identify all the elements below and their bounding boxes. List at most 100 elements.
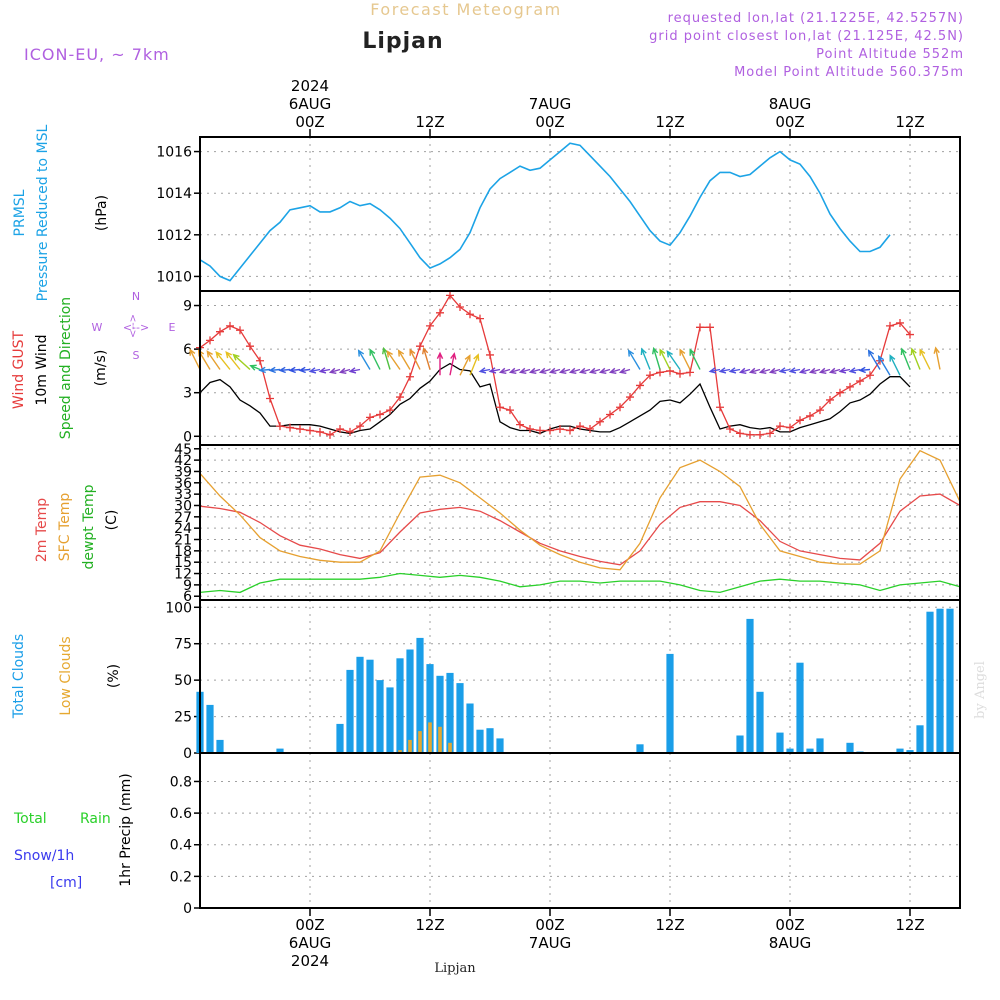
cloud-labels: Total Clouds Low Clouds (%) [11, 634, 122, 719]
y-tick-label: 9 [183, 578, 192, 594]
gust-marker [516, 420, 524, 429]
total-cloud-bar [636, 744, 644, 753]
wind-arrow [640, 347, 651, 370]
total-cloud-bar [406, 649, 414, 753]
gust-marker [456, 302, 464, 311]
temp-2m-label: 2m Temp [34, 498, 50, 562]
y-tick-label: 33 [174, 487, 192, 503]
top-tick-label: 00Z [535, 113, 564, 131]
model-label: ICON-EU, ~ 7km [24, 45, 170, 64]
wind-arrow [768, 367, 781, 374]
gust-marker [856, 377, 864, 386]
bottom-tick-label: 00Z [535, 916, 564, 934]
y-tick-label: 0.6 [170, 806, 192, 822]
bottom-tick-label: 2024 [291, 952, 329, 970]
gust-marker [576, 422, 584, 431]
gust-marker [206, 336, 214, 345]
watermark: by Angel [973, 661, 988, 719]
wind-arrow [659, 348, 671, 370]
y-tick-label: 27 [174, 510, 192, 526]
top-tick-label: 6AUG [289, 95, 331, 113]
total-cloud-bar [906, 750, 914, 753]
wind-arrow [778, 367, 791, 374]
wind-arrow [738, 367, 751, 374]
top-tick-label: 12Z [895, 113, 924, 131]
total-cloud-bar [466, 703, 474, 753]
total-cloud-bar [476, 729, 484, 753]
gust-marker [716, 403, 724, 412]
pressure-label-msl: Pressure Reduced to MSL [35, 124, 51, 301]
total-cloud-bar [336, 723, 344, 753]
gust-marker [386, 406, 394, 415]
gust-marker [226, 321, 234, 330]
temp-2m-line [199, 493, 961, 566]
gust-marker [256, 356, 264, 365]
gust-marker [586, 425, 594, 434]
temperature-frame [199, 444, 961, 601]
gust-marker [816, 406, 824, 415]
wind-arrow [258, 366, 271, 374]
y-tick-label: 39 [174, 464, 192, 480]
wind-arrow [528, 367, 541, 374]
wind-arrow [382, 346, 391, 370]
gust-marker [356, 422, 364, 431]
gust-marker [676, 369, 684, 378]
wind-arrow [225, 351, 241, 370]
wind-arrow [848, 367, 861, 374]
y-tick-label: 9 [183, 299, 192, 315]
gust-marker [306, 426, 314, 435]
gust-marker [436, 308, 444, 317]
gust-marker [286, 423, 294, 432]
wind-arrow [689, 348, 701, 370]
wind-arrow [618, 367, 631, 374]
wind-gust-label: Wind GUST [11, 330, 27, 409]
bottom-tick-label: 8AUG [769, 934, 811, 952]
gust-marker [766, 429, 774, 438]
wind-10m-label: 10m Wind [34, 334, 50, 405]
y-tick-label: 100 [165, 600, 192, 616]
wind-arrow [877, 355, 891, 376]
y-tick-label: 21 [174, 533, 192, 549]
wind-arrow [578, 367, 591, 374]
total-cloud-bar [216, 739, 224, 753]
gust-marker [886, 321, 894, 330]
gust-marker [526, 425, 534, 434]
low-cloud-bar [408, 739, 412, 753]
wind-arrow [558, 367, 571, 374]
wind-labels: Wind GUST 10m Wind Speed and Direction (… [11, 290, 176, 439]
wind-arrow [818, 367, 831, 374]
gust-marker [506, 406, 514, 415]
wind-arrow [798, 367, 811, 374]
gust-marker [696, 323, 704, 332]
wind-unit: (m/s) [93, 350, 109, 387]
total-cloud-bar [496, 738, 504, 753]
temperature-labels: 2m Temp SFC Temp dewpt Temp (C) [34, 484, 120, 569]
wind-arrow [910, 347, 921, 370]
wind-arrow [758, 367, 771, 374]
wind-arrow [436, 351, 444, 376]
gust-marker [836, 388, 844, 397]
gust-marker [336, 425, 344, 434]
wind-arrow [718, 367, 731, 374]
total-cloud-bar [376, 680, 384, 753]
gust-marker [846, 382, 854, 391]
grid-point-coords: grid point closest lon,lat (21.125E, 42.… [649, 29, 964, 44]
total-clouds-label: Total Clouds [11, 634, 27, 719]
wind-arrow [933, 346, 941, 370]
bottom-tick-label: 6AUG [289, 934, 331, 952]
gust-marker [376, 410, 384, 419]
total-cloud-bar [796, 662, 804, 753]
total-cloud-bar [786, 748, 794, 753]
wind-direction-label: Speed and Direction [58, 297, 74, 439]
wind-arrow [588, 367, 601, 374]
wind-arrow [508, 367, 521, 374]
bottom-tick-label: 00Z [295, 916, 324, 934]
clouds-unit: (%) [106, 664, 122, 688]
y-tick-label: 6 [183, 342, 192, 358]
gust-marker [416, 342, 424, 351]
gust-marker [496, 403, 504, 412]
wind-arrow [348, 367, 361, 374]
total-cloud-bar [736, 735, 744, 753]
total-cloud-bar [446, 672, 454, 753]
